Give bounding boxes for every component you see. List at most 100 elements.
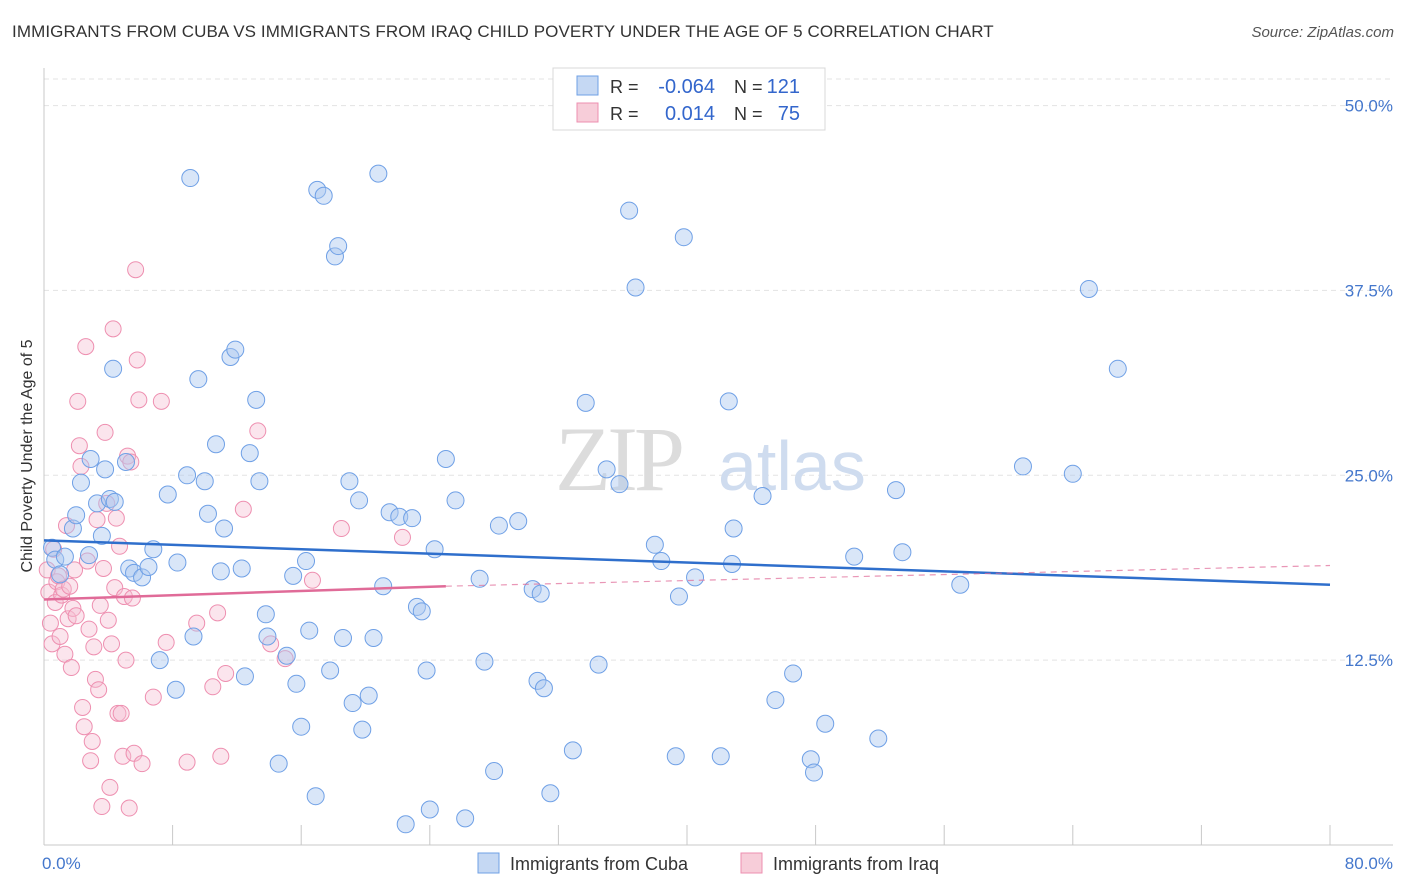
cuba-point (563, 741, 582, 760)
cuba-point (420, 800, 439, 819)
cuba-point (181, 169, 200, 188)
cuba-point (534, 679, 553, 698)
chart-title: IMMIGRANTS FROM CUBA VS IMMIGRANTS FROM … (12, 22, 994, 41)
x-tick-label-min: 0.0% (42, 854, 81, 873)
cuba-point (951, 575, 970, 594)
iraq-point (75, 718, 93, 736)
cuba-point (284, 566, 303, 585)
iraq-point (157, 633, 175, 651)
cuba-point (1108, 359, 1127, 378)
cuba-point (626, 278, 645, 297)
cuba-point (104, 359, 123, 378)
y-tick-label: 50.0% (1345, 97, 1393, 116)
iraq-point (128, 351, 146, 369)
cuba-point (314, 186, 333, 205)
stats-iraq-r-value: 0.014 (665, 103, 715, 125)
cuba-point (597, 460, 616, 479)
cuba-point (166, 680, 185, 699)
iraq-point (90, 681, 108, 699)
iraq-series (38, 261, 411, 817)
iraq-point (123, 589, 141, 607)
cuba-point (436, 450, 455, 469)
cuba-point (801, 750, 820, 769)
cuba-point (403, 509, 422, 528)
cuba-point (105, 492, 124, 511)
cuba-point (277, 646, 296, 665)
cuba-point (80, 546, 99, 565)
cuba-point (485, 762, 504, 781)
cuba-point (886, 481, 905, 500)
cuba-point (350, 491, 369, 510)
cuba-point (475, 652, 494, 671)
stats-iraq-swatch (576, 102, 599, 123)
cuba-point (46, 550, 65, 569)
iraq-point (130, 391, 148, 409)
cuba-point (321, 661, 340, 680)
cuba-point (380, 503, 399, 522)
cuba-point (292, 717, 311, 736)
cuba-point (297, 552, 316, 571)
svg-text:atlas: atlas (718, 427, 866, 505)
cuba-point (390, 507, 409, 526)
cuba-point (869, 729, 888, 748)
cuba-point (198, 504, 217, 523)
cuba-point (168, 553, 187, 572)
iraq-point (103, 635, 121, 653)
iraq-point (82, 752, 100, 770)
trend-lines (43, 539, 1331, 601)
y-tick-label: 25.0% (1345, 466, 1393, 485)
cuba-point (43, 538, 62, 557)
legend-iraq-label: Immigrants from Iraq (773, 854, 939, 874)
iraq-point (99, 611, 117, 629)
cuba-point (150, 651, 169, 670)
iraq-point (67, 607, 85, 625)
cuba-point (133, 568, 152, 587)
y-tick-label: 12.5% (1345, 651, 1393, 670)
iraq-point (249, 422, 267, 440)
cuba-point (116, 452, 135, 471)
stats-iraq-n-value: 75 (778, 103, 800, 125)
cuba-point (1013, 457, 1032, 476)
cuba-point (456, 809, 475, 828)
x-tick-label-max: 80.0% (1345, 854, 1393, 873)
iraq-point (144, 688, 162, 706)
cuba-point (719, 392, 738, 411)
cuba-point (753, 486, 772, 505)
cuba-point (63, 519, 82, 538)
series-legend: Immigrants from Cuba Immigrants from Ira… (477, 852, 939, 874)
iraq-point (212, 747, 230, 765)
legend-cuba-label: Immigrants from Cuba (510, 854, 689, 874)
iraq-point (74, 698, 92, 716)
iraq-point (91, 596, 109, 614)
iraq-point (127, 261, 145, 279)
cuba-point (96, 460, 115, 479)
cuba-point (374, 577, 393, 596)
cuba-point (343, 694, 362, 713)
iraq-point (85, 638, 103, 656)
iraq-point (112, 704, 130, 722)
cuba-point (329, 237, 348, 256)
cuba-point (893, 543, 912, 562)
cuba-point (195, 472, 214, 491)
cuba-point (446, 491, 465, 510)
iraq-point (83, 732, 101, 750)
iraq-point (114, 747, 132, 765)
cuba-point (184, 627, 203, 646)
stats-legend: R = -0.064 N = 121 R = 0.014 N = 75 (552, 67, 826, 131)
stats-iraq-n-label: N = (734, 104, 763, 124)
cuba-point (55, 547, 74, 566)
iraq-point (86, 670, 104, 688)
iraq-point (120, 799, 138, 817)
iraq-point (62, 659, 80, 677)
iraq-point (93, 798, 111, 816)
cuba-point (226, 340, 245, 359)
cuba-point (669, 587, 688, 606)
cuba-point (1079, 279, 1098, 298)
cuba-series (43, 164, 1127, 834)
cuba-point (531, 584, 550, 603)
cuba-point (576, 393, 595, 412)
iraq-point (69, 392, 87, 410)
stats-cuba-n-label: N = (734, 77, 763, 97)
stats-iraq-r-label: R = (610, 104, 639, 124)
iraq-point (41, 614, 59, 632)
